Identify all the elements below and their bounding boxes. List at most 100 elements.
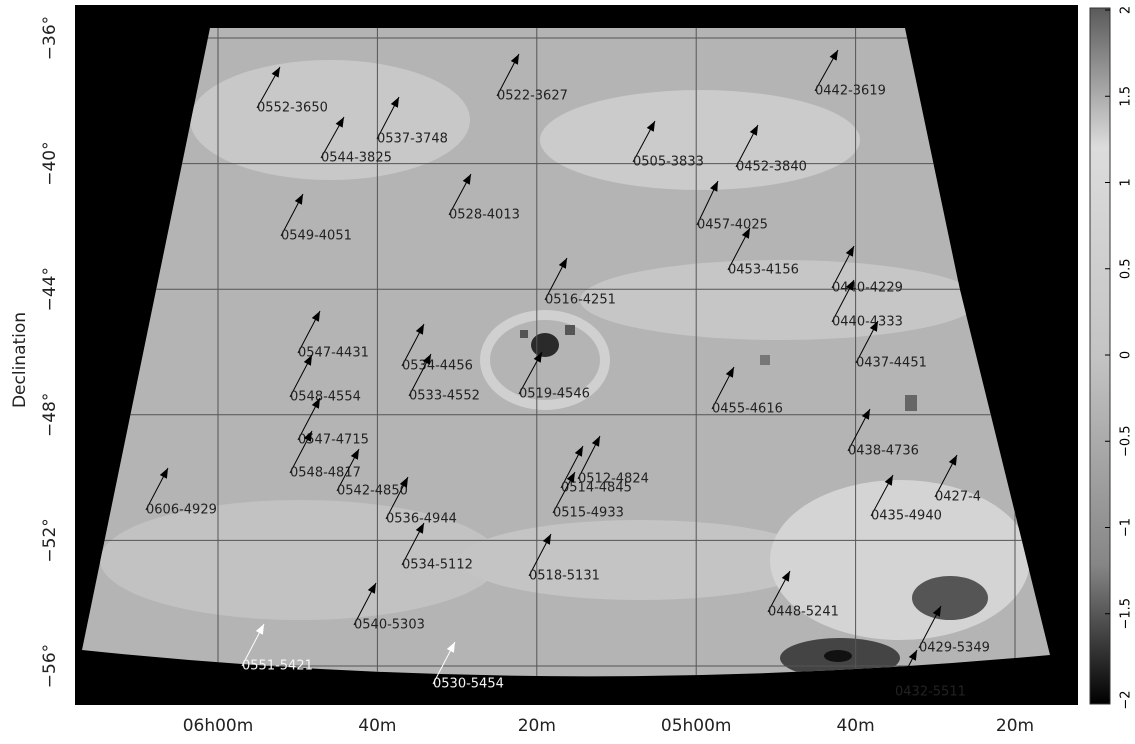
arrow-head bbox=[566, 472, 575, 483]
arrow-head bbox=[869, 321, 878, 332]
source-label: 0440-4333 bbox=[832, 315, 903, 330]
source-label: 0515-4933 bbox=[553, 506, 624, 521]
source-label: 0547-4715 bbox=[298, 433, 369, 448]
arrow-head bbox=[422, 354, 431, 365]
source-label: 0551-5421 bbox=[242, 659, 313, 674]
source-label: 0512-4824 bbox=[578, 472, 649, 487]
arrow-head bbox=[749, 125, 758, 136]
colorbar-tick-label: 1 bbox=[1119, 178, 1134, 186]
source-label: 0548-4817 bbox=[290, 466, 361, 481]
y-tick-label: −44° bbox=[40, 267, 60, 311]
source-label: 0547-4431 bbox=[298, 346, 369, 361]
source-label: 0534-4456 bbox=[402, 359, 473, 374]
source-label: 0505-3833 bbox=[633, 155, 704, 170]
arrow-head bbox=[415, 523, 424, 534]
arrow-head bbox=[861, 409, 870, 420]
colorbar-tick-label: −2 bbox=[1119, 690, 1134, 709]
y-tick-label: −40° bbox=[40, 141, 60, 185]
arrow-head bbox=[591, 436, 600, 447]
arrow-head bbox=[399, 477, 408, 488]
arrow-head bbox=[908, 650, 917, 661]
source-label: 0528-4013 bbox=[449, 208, 520, 223]
source-label: 0516-4251 bbox=[545, 293, 616, 308]
arrow-head bbox=[335, 117, 344, 128]
y-tick-label: −52° bbox=[40, 518, 60, 562]
source-label: 0432-5511 bbox=[895, 685, 966, 700]
source-label: 0437-4451 bbox=[856, 356, 927, 371]
x-tick-label: 40m bbox=[836, 716, 874, 736]
colorbar-tick-label: −1.5 bbox=[1119, 598, 1134, 630]
sources: 0552-3650 0537-3748 0544-3825 0522-3627 0442… bbox=[145, 49, 990, 700]
arrow-head bbox=[294, 194, 303, 205]
source-label: 0455-4616 bbox=[712, 402, 783, 417]
source-label: 0540-5303 bbox=[354, 618, 425, 633]
source-label: 0519-4546 bbox=[519, 387, 590, 402]
arrow-head bbox=[367, 583, 376, 594]
arrow-head bbox=[542, 534, 551, 545]
arrow-head bbox=[932, 606, 941, 617]
arrow-head bbox=[271, 67, 280, 78]
source-label: 0537-3748 bbox=[377, 132, 448, 147]
arrow-head bbox=[533, 352, 542, 363]
arrow-head bbox=[781, 571, 790, 582]
source-label: 0442-3619 bbox=[815, 84, 886, 99]
y-tick-label: −36° bbox=[40, 16, 60, 60]
arrow-head bbox=[884, 475, 893, 486]
arrow-head bbox=[415, 324, 424, 335]
x-tick-label: 40m bbox=[358, 716, 396, 736]
colorbar bbox=[1089, 7, 1111, 705]
source-label: 0606-4929 bbox=[146, 503, 217, 518]
arrow-head bbox=[829, 50, 838, 61]
source-label: 0522-3627 bbox=[497, 89, 568, 104]
source-label: 0542-4850 bbox=[337, 484, 408, 499]
arrow-head bbox=[948, 455, 957, 466]
source-label: 0544-3825 bbox=[321, 151, 392, 166]
source-label: 0427-4 bbox=[935, 490, 981, 505]
source-label: 0549-4051 bbox=[281, 229, 352, 244]
colorbar-tick-label: 1.5 bbox=[1119, 86, 1134, 107]
arrow-head bbox=[725, 367, 734, 378]
source-label: 0530-5454 bbox=[433, 677, 504, 692]
x-tick-label: 20m bbox=[996, 716, 1034, 736]
arrow-head bbox=[255, 624, 264, 635]
arrow-head bbox=[311, 398, 320, 409]
source-label: 0548-4554 bbox=[290, 390, 361, 405]
source-label: 0435-4940 bbox=[871, 509, 942, 524]
x-tick-label: 20m bbox=[518, 716, 556, 736]
colorbar-tick-label: 0 bbox=[1119, 351, 1134, 359]
colorbar-tick-label: 0.5 bbox=[1119, 258, 1134, 279]
arrow-head bbox=[646, 121, 655, 132]
source-label: 0514-4845 bbox=[561, 481, 632, 496]
arrow-head bbox=[510, 54, 519, 65]
arrow-head bbox=[303, 355, 312, 366]
source-label: 0457-4025 bbox=[697, 218, 768, 233]
source-label: 0429-5349 bbox=[919, 641, 990, 656]
y-tick-label: −48° bbox=[40, 393, 60, 437]
source-label: 0533-4552 bbox=[409, 389, 480, 404]
x-tick-label: 06h00m bbox=[183, 716, 254, 736]
colorbar-tick-label: −1 bbox=[1119, 518, 1134, 537]
map-image bbox=[82, 28, 1050, 677]
colorbar-tick-label: −0.5 bbox=[1119, 425, 1134, 457]
source-label: 0552-3650 bbox=[257, 101, 328, 116]
x-tick-label: 05h00m bbox=[661, 716, 732, 736]
colorbar-tick-label: 2 bbox=[1119, 6, 1134, 14]
arrow-head bbox=[845, 246, 854, 257]
arrow-head bbox=[159, 468, 168, 479]
y-tick-label: −56° bbox=[40, 644, 60, 688]
arrow-head bbox=[741, 228, 750, 239]
arrow-head bbox=[462, 174, 471, 185]
arrow-head bbox=[446, 642, 455, 653]
arrow-head bbox=[558, 258, 567, 269]
arrow-head bbox=[574, 446, 583, 457]
source-label: 0452-3840 bbox=[736, 160, 807, 175]
source-label: 0448-5241 bbox=[768, 605, 839, 620]
source-label: 0438-4736 bbox=[848, 444, 919, 459]
arrow-head bbox=[303, 431, 312, 442]
arrow-head bbox=[390, 97, 399, 108]
source-label: 0440-4229 bbox=[832, 281, 903, 296]
source-label: 0536-4944 bbox=[386, 512, 457, 527]
arrow-head bbox=[845, 280, 854, 291]
arrow-head bbox=[710, 181, 718, 192]
